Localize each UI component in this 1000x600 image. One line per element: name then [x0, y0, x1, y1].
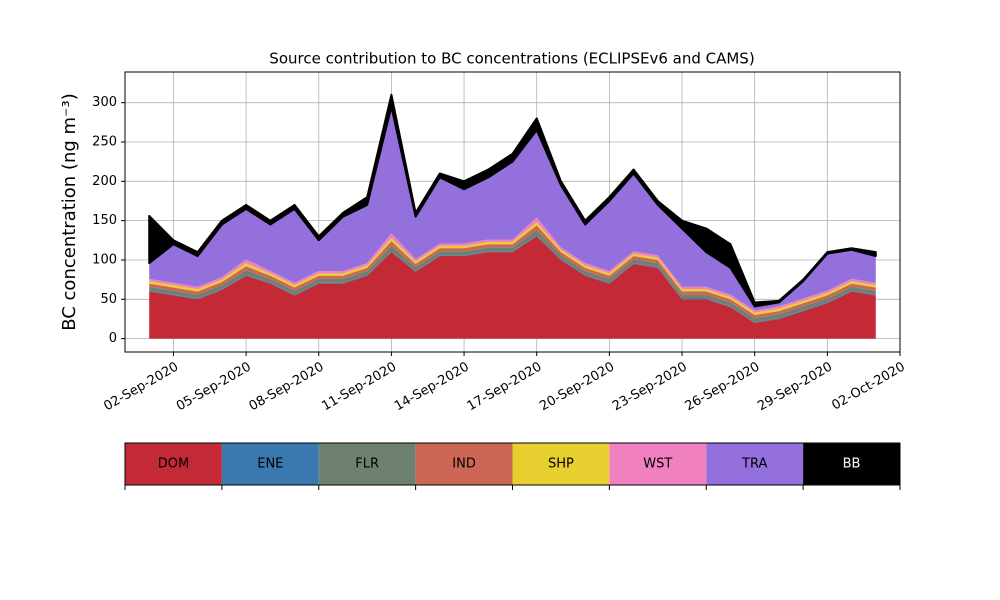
x-tick-label: 08-Sep-2020: [247, 360, 327, 415]
x-tick-label: 26-Sep-2020: [683, 360, 763, 415]
y-tick-label: 0: [109, 331, 117, 346]
legend-label: WST: [643, 457, 672, 472]
area-bb: [148, 93, 877, 308]
area-dom: [149, 236, 876, 339]
legend-label: SHP: [548, 457, 574, 472]
x-tick-label: 23-Sep-2020: [610, 360, 690, 415]
legend-frame: [124, 442, 901, 486]
legend-label: ENE: [257, 457, 283, 472]
legend-swatch: [512, 443, 610, 485]
y-tick-label: 300: [92, 95, 117, 110]
x-tick-label: 02-Sep-2020: [101, 360, 181, 415]
x-tick-label: 14-Sep-2020: [392, 360, 472, 415]
legend-label: DOM: [158, 457, 189, 472]
area-tra: [149, 106, 876, 311]
plot-frame: [124, 71, 901, 353]
y-tick-label: 50: [100, 292, 117, 307]
legend-swatch: [221, 443, 319, 485]
x-tick-label: 17-Sep-2020: [465, 360, 545, 415]
legend-label: TRA: [741, 457, 767, 472]
x-tick-label: 05-Sep-2020: [174, 360, 254, 415]
legend-label: FLR: [355, 457, 379, 472]
legend-label: IND: [452, 457, 476, 472]
area-flr: [149, 230, 876, 323]
x-tick-label: 29-Sep-2020: [755, 360, 835, 415]
legend-label: BB: [843, 457, 861, 472]
legend-swatch: [125, 443, 222, 485]
y-axis-label: BC concentration (ng m⁻³): [59, 93, 80, 331]
x-tick-label: 20-Sep-2020: [537, 360, 617, 415]
legend-swatch: [706, 443, 804, 485]
x-tick-label: 02-Oct-2020: [829, 360, 907, 414]
areas: [148, 93, 877, 339]
y-tick-label: 100: [92, 252, 117, 267]
area-wst: [149, 217, 876, 313]
y-tick-label: 200: [92, 174, 117, 189]
chart-title: Source contribution to BC concentrations…: [269, 50, 754, 68]
x-tick-label: 11-Sep-2020: [319, 360, 399, 415]
legend-swatch: [803, 443, 900, 485]
legend-swatch: [415, 443, 513, 485]
y-tick-label: 150: [92, 213, 117, 228]
legend-swatch: [609, 443, 707, 485]
legend-swatch: [318, 443, 416, 485]
y-tick-label: 250: [92, 135, 117, 150]
